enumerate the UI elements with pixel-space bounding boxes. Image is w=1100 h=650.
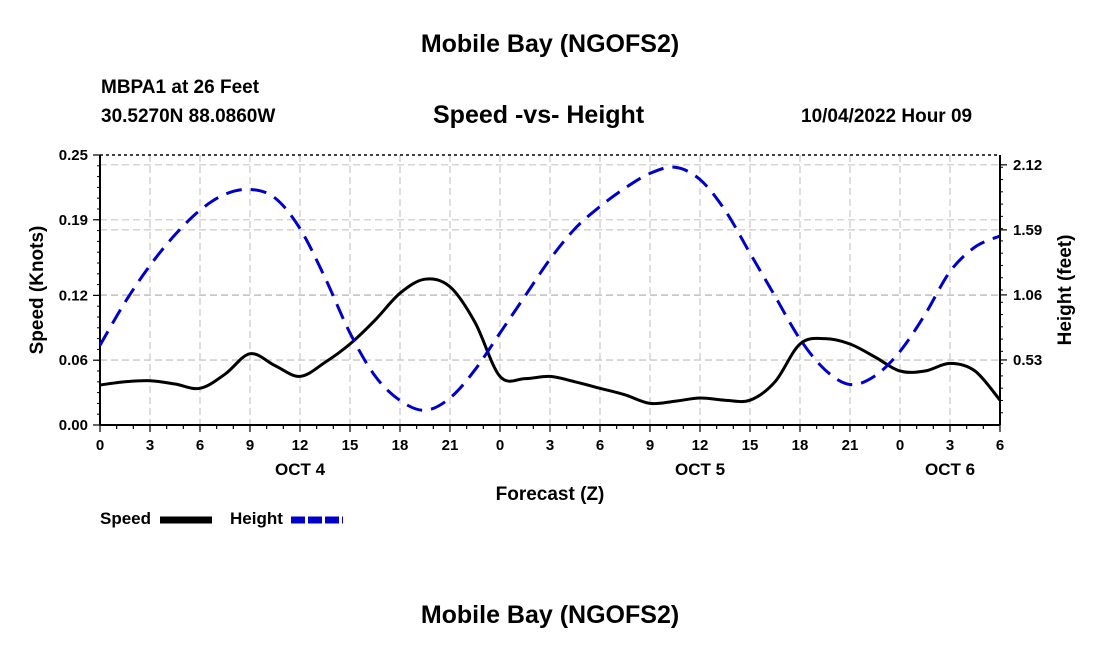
y-right-axis-title: Height (feet)	[1055, 235, 1076, 346]
x-tick-label: 0	[96, 437, 104, 454]
datetime-label: 10/04/2022 Hour 09	[801, 106, 973, 127]
x-tick-label: 6	[596, 437, 604, 454]
y-right-tick-label: 1.06	[1013, 287, 1042, 304]
y-right-tick-label: 2.12	[1013, 157, 1042, 174]
legend-speed-label: Speed	[100, 509, 152, 528]
y-left-tick-label: 0.12	[59, 287, 88, 304]
x-tick-label: 21	[442, 437, 459, 454]
x-tick-label: 0	[496, 437, 504, 454]
x-tick-label: 6	[196, 437, 204, 454]
series-line-speed	[99, 277, 1002, 406]
x-tick-label: 6	[996, 437, 1004, 454]
x-date-label: OCT 4	[275, 460, 326, 479]
x-tick-label: 9	[246, 437, 254, 454]
y-left-axis-title: Speed (Knots)	[27, 226, 48, 355]
x-tick-label: 12	[692, 437, 709, 454]
y-right-tick-label: 0.53	[1013, 352, 1042, 369]
y-right-tick-label: 1.59	[1013, 222, 1042, 239]
x-tick-label: 3	[146, 437, 154, 454]
x-date-label: OCT 5	[675, 460, 725, 479]
legend-height-label: Height	[230, 509, 283, 528]
x-tick-label: 15	[742, 437, 759, 454]
bottom-title: Mobile Bay (NGOFS2)	[420, 601, 680, 629]
y-left-tick-label: 0.06	[59, 352, 88, 369]
page-title: Mobile Bay (NGOFS2)	[420, 30, 680, 58]
x-tick-label: 3	[546, 437, 554, 454]
series-line-height	[98, 165, 1001, 412]
x-tick-label: 18	[792, 437, 809, 454]
coordinates-label: 30.5270N 88.0860W	[101, 106, 276, 127]
y-left-tick-label: 0.00	[59, 417, 88, 434]
x-axis-title: Forecast (Z)	[496, 484, 605, 505]
chart-subtitle: Speed -vs- Height	[433, 101, 645, 129]
x-tick-label: 12	[292, 437, 309, 454]
x-tick-label: 15	[342, 437, 359, 454]
x-tick-label: 3	[946, 437, 954, 454]
station-label: MBPA1 at 26 Feet	[101, 77, 260, 98]
x-tick-label: 0	[896, 437, 904, 454]
y-left-tick-label: 0.19	[59, 212, 88, 229]
x-date-label: OCT 6	[925, 460, 975, 479]
y-left-tick-label: 0.25	[59, 147, 88, 164]
x-tick-label: 18	[392, 437, 409, 454]
x-tick-label: 9	[646, 437, 654, 454]
x-tick-label: 21	[842, 437, 859, 454]
